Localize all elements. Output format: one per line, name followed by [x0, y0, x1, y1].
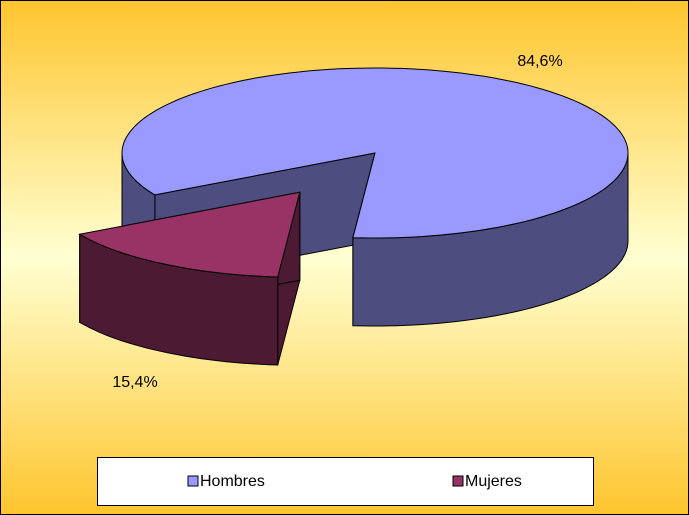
legend-label: Mujeres	[465, 473, 522, 490]
legend: Hombres Mujeres	[187, 473, 522, 490]
legend-label: Hombres	[200, 473, 265, 490]
pie: 84,6% 15,4%	[78, 53, 629, 391]
legend-swatch	[452, 475, 464, 487]
data-label: 84,6%	[517, 53, 562, 70]
slice	[78, 191, 301, 278]
data-label: 15,4%	[112, 374, 157, 391]
slice	[121, 67, 629, 239]
legend-box	[97, 457, 594, 506]
legend-swatch	[187, 475, 199, 487]
